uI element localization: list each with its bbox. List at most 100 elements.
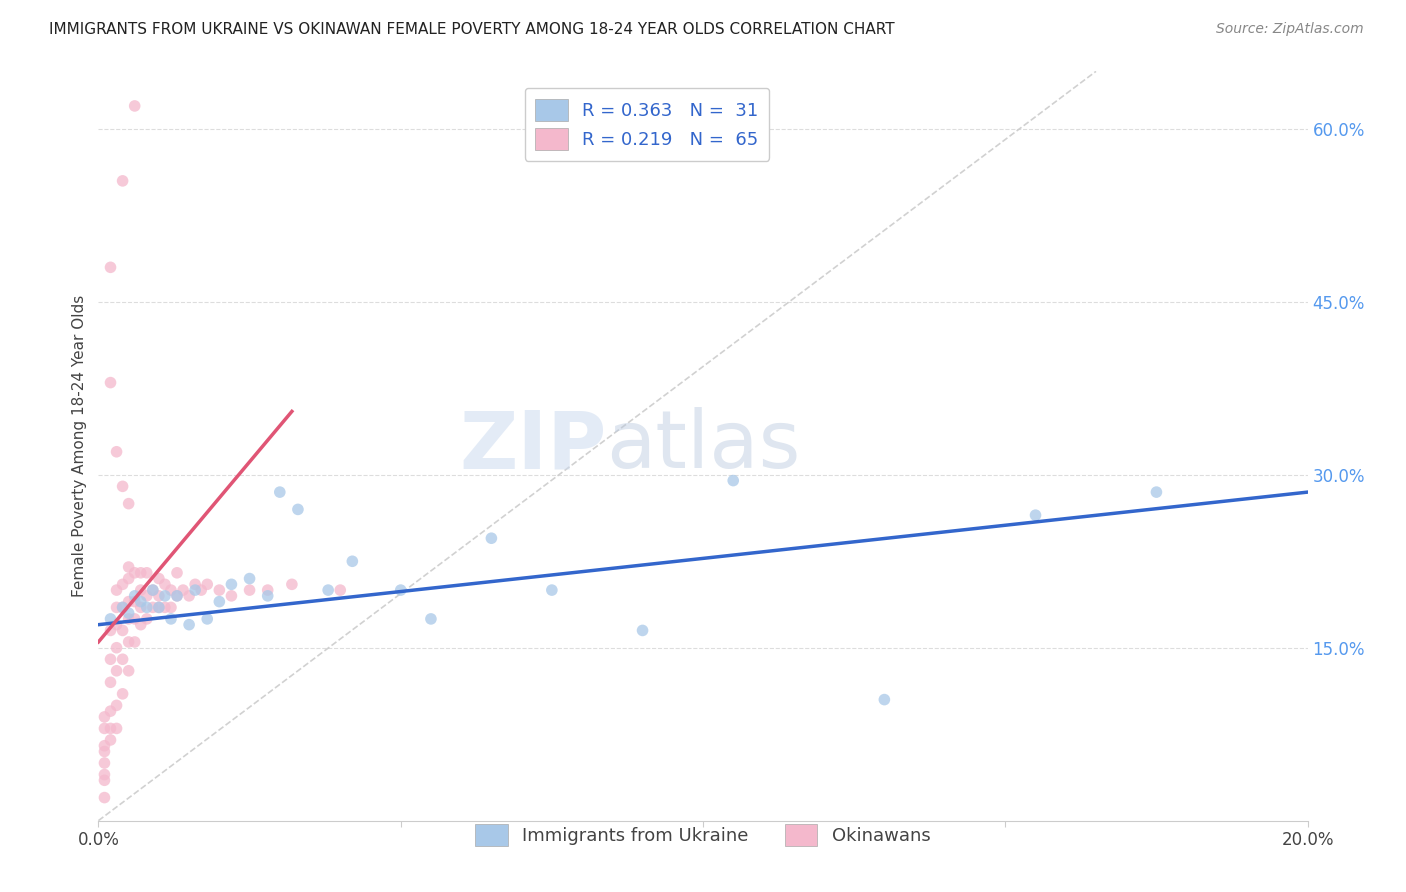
Point (221, 589, 243, 603)
Point (124, 594, 146, 608)
Point (124, 612, 146, 626)
Point (100, 612, 122, 626)
Point (1024, 508, 1046, 523)
Point (100, 733, 122, 747)
Text: atlas: atlas (606, 407, 800, 485)
Point (184, 583, 207, 598)
Point (105, 698, 128, 713)
Point (118, 594, 141, 608)
Point (172, 583, 194, 598)
Point (124, 99, 146, 113)
Point (873, 692, 896, 706)
Point (93, 739, 115, 753)
Point (179, 589, 201, 603)
Point (135, 566, 157, 580)
Point (420, 612, 443, 626)
Text: ZIP: ZIP (458, 407, 606, 485)
Point (631, 624, 654, 638)
Point (316, 583, 339, 598)
Point (389, 583, 412, 598)
Point (100, 675, 122, 690)
Point (135, 612, 157, 626)
Point (142, 583, 165, 598)
Point (1144, 485, 1167, 500)
Point (153, 600, 176, 615)
Point (111, 479, 134, 493)
Point (118, 560, 141, 574)
Point (256, 583, 278, 598)
Point (153, 589, 176, 603)
Point (124, 635, 146, 649)
Point (111, 600, 134, 615)
Point (93, 710, 115, 724)
Point (100, 704, 122, 718)
Point (100, 722, 122, 736)
Point (111, 652, 134, 666)
Point (195, 577, 218, 591)
Point (179, 617, 201, 632)
Point (100, 376, 122, 390)
Point (281, 577, 304, 591)
Point (105, 583, 128, 598)
Point (118, 635, 141, 649)
Point (287, 502, 309, 516)
Point (118, 572, 141, 586)
Point (118, 497, 141, 511)
Point (111, 577, 134, 591)
Point (118, 606, 141, 620)
Point (111, 174, 134, 188)
Point (142, 600, 165, 615)
Point (93, 744, 115, 758)
Point (100, 624, 122, 638)
Point (190, 583, 212, 598)
Point (148, 600, 170, 615)
Point (100, 652, 122, 666)
Point (111, 600, 134, 615)
Point (329, 583, 352, 598)
Point (208, 594, 231, 608)
Point (105, 617, 128, 632)
Point (342, 554, 364, 568)
Legend: Immigrants from Ukraine, Okinawans: Immigrants from Ukraine, Okinawans (468, 816, 938, 853)
Point (93, 767, 115, 781)
Point (160, 583, 183, 598)
Point (221, 577, 243, 591)
Point (135, 600, 157, 615)
Point (118, 664, 141, 678)
Point (160, 600, 183, 615)
Point (129, 600, 152, 615)
Point (100, 260, 122, 275)
Point (124, 589, 146, 603)
Point (105, 640, 128, 655)
Point (111, 687, 134, 701)
Point (153, 577, 176, 591)
Point (148, 600, 170, 615)
Point (93, 790, 115, 805)
Point (208, 583, 231, 598)
Point (239, 572, 262, 586)
Point (184, 577, 207, 591)
Point (129, 583, 152, 598)
Point (105, 600, 128, 615)
Point (105, 664, 128, 678)
Point (129, 594, 152, 608)
Point (166, 589, 188, 603)
Point (93, 756, 115, 770)
Point (105, 722, 128, 736)
Point (148, 572, 170, 586)
Point (723, 474, 745, 488)
Point (129, 566, 152, 580)
Point (124, 566, 146, 580)
Point (93, 722, 115, 736)
Point (481, 531, 503, 545)
Y-axis label: Female Poverty Among 18-24 Year Olds: Female Poverty Among 18-24 Year Olds (72, 295, 87, 597)
Point (269, 485, 291, 500)
Point (166, 566, 188, 580)
Point (239, 583, 262, 598)
Point (129, 617, 152, 632)
Point (148, 589, 170, 603)
Point (105, 444, 128, 458)
Text: Source: ZipAtlas.com: Source: ZipAtlas.com (1216, 22, 1364, 37)
Point (166, 589, 188, 603)
Point (93, 773, 115, 788)
